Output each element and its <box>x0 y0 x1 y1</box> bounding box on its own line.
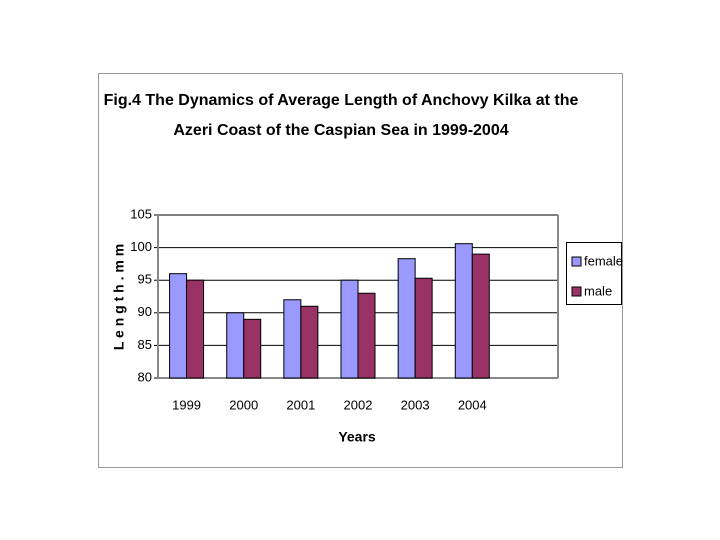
x-tick-label: 2003 <box>401 397 430 412</box>
legend-swatch <box>571 286 582 297</box>
y-tick-label: 80 <box>138 369 152 384</box>
y-tick-label: 85 <box>138 337 152 352</box>
x-tick-label: 2001 <box>286 397 315 412</box>
bar <box>471 253 490 379</box>
x-tick-label: 2002 <box>344 397 373 412</box>
bar <box>300 305 319 379</box>
x-tick-label: 1999 <box>172 397 201 412</box>
x-tick-label: 2000 <box>229 397 258 412</box>
x-tick-label: 2004 <box>458 397 487 412</box>
bar <box>454 243 473 379</box>
legend-label: female <box>584 253 623 268</box>
x-axis-label: Years <box>338 429 376 445</box>
bar <box>414 277 433 379</box>
bar <box>357 292 376 379</box>
bar <box>243 318 262 379</box>
chart-frame <box>98 73 623 468</box>
bar <box>226 312 245 379</box>
chart-title: Fig.4 The Dynamics of Average Length of … <box>104 92 579 109</box>
y-axis-label: L e n g t h . m m <box>111 244 127 350</box>
y-tick-label: 105 <box>130 206 152 221</box>
bar <box>397 258 416 379</box>
bar <box>186 279 205 379</box>
y-tick-label: 90 <box>138 304 152 319</box>
y-tick-label: 95 <box>138 272 152 287</box>
legend-swatch <box>571 256 582 267</box>
y-tick-label: 100 <box>130 239 152 254</box>
bar <box>169 273 188 379</box>
chart-title: Azeri Coast of the Caspian Sea in 1999-2… <box>173 122 508 139</box>
bar <box>340 279 359 379</box>
legend-label: male <box>584 283 612 298</box>
bar <box>283 299 302 379</box>
